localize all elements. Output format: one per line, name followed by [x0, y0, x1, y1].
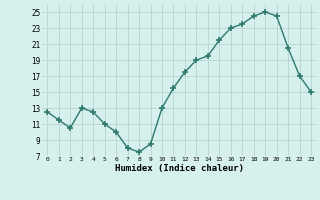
X-axis label: Humidex (Indice chaleur): Humidex (Indice chaleur): [115, 164, 244, 173]
